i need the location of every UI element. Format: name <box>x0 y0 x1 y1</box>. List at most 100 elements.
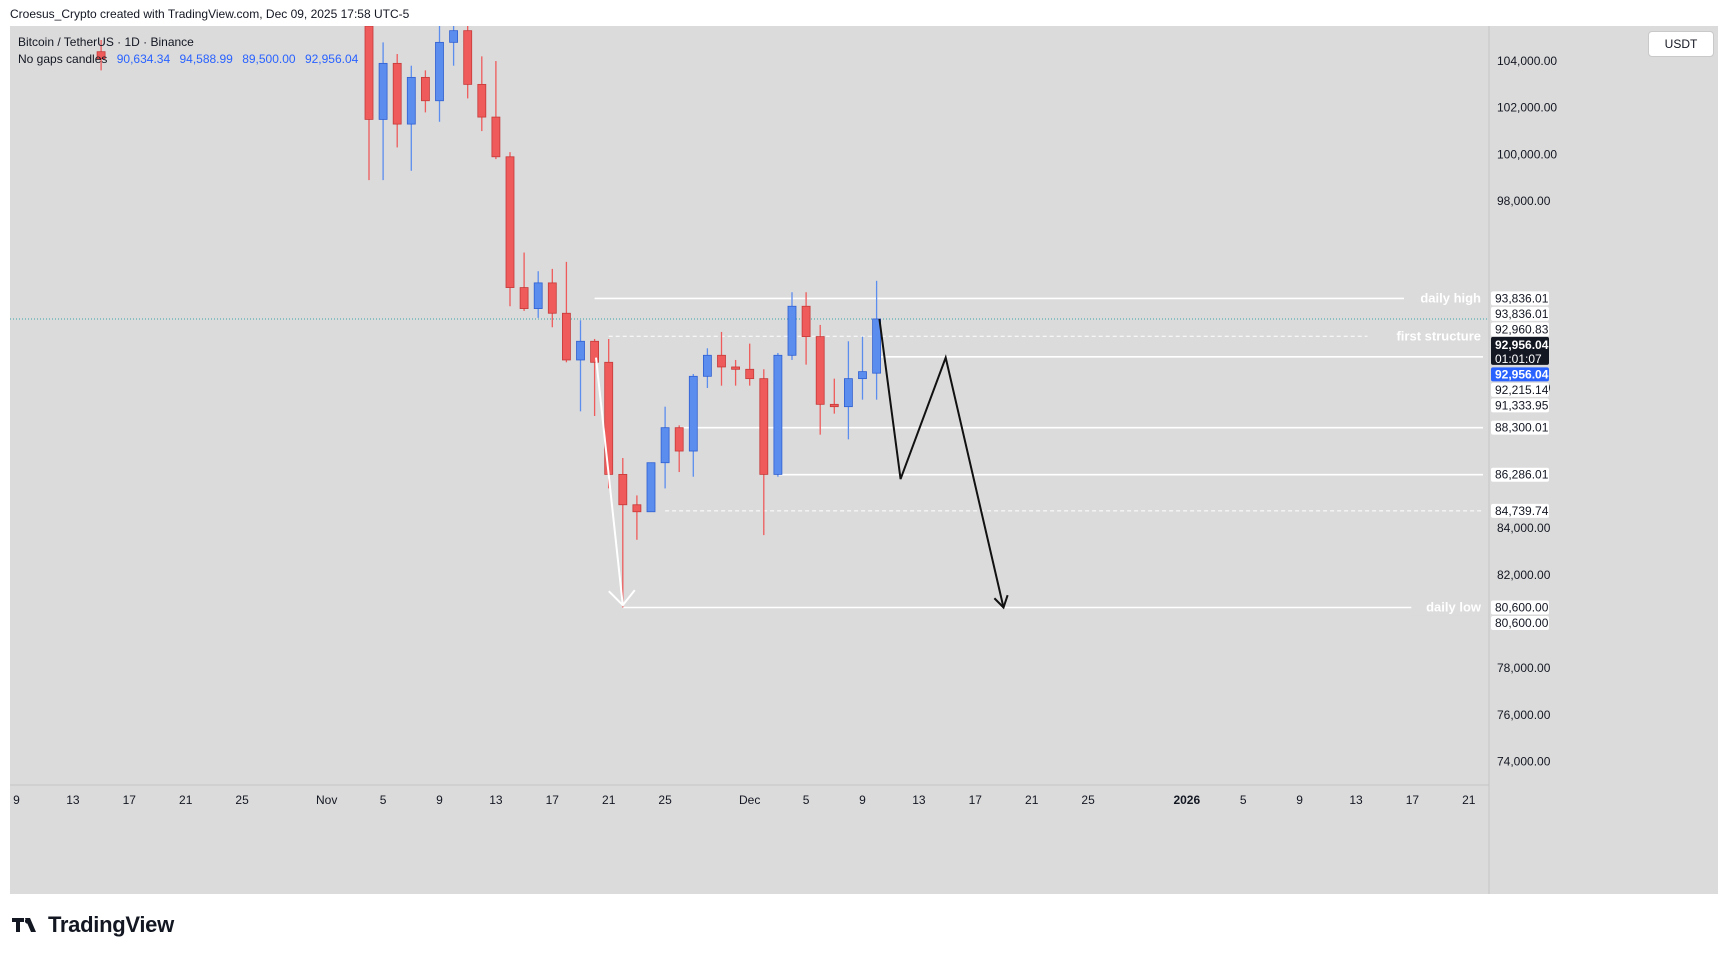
candle[interactable] <box>632 495 642 540</box>
price-tag-bg <box>1491 382 1549 397</box>
x-tick-label: 9 <box>1296 793 1303 807</box>
candle[interactable] <box>815 324 825 435</box>
candle-body <box>435 41 444 102</box>
price-tag-text: 93,836.01 <box>1495 307 1549 321</box>
candle[interactable] <box>364 26 374 181</box>
x-tick-label: 21 <box>1462 793 1476 807</box>
x-tick-label: Dec <box>739 793 760 807</box>
x-tick-label: 21 <box>1025 793 1039 807</box>
candle[interactable] <box>801 292 811 365</box>
candle-body <box>533 282 543 309</box>
tradingview-brand: TradingView <box>48 912 174 937</box>
price-tag-bg <box>1491 322 1549 337</box>
candle[interactable] <box>378 42 388 181</box>
ohlc-high: 94,588.99 <box>179 52 233 66</box>
x-tick-label: 21 <box>602 793 616 807</box>
price-tag-bg <box>1491 336 1549 365</box>
x-tick-label: 9 <box>436 793 443 807</box>
price-tag: 92,956.04 <box>1491 367 1549 382</box>
candle[interactable] <box>533 271 543 318</box>
projection-arrow-head <box>993 594 1009 610</box>
candle-body <box>406 76 416 125</box>
candles-type-label: No gaps candles <box>18 52 108 66</box>
candle[interactable] <box>590 338 599 417</box>
candle[interactable] <box>787 292 797 360</box>
y-tick-label: 78,000.00 <box>1497 661 1551 675</box>
candle[interactable] <box>773 352 783 477</box>
candle[interactable] <box>674 425 684 473</box>
symbol-legend: Bitcoin / TetherUS · 1D · Binance No gap… <box>18 34 358 68</box>
candle[interactable] <box>703 348 712 388</box>
candle[interactable] <box>392 54 402 148</box>
candle[interactable] <box>844 341 853 440</box>
candle[interactable] <box>872 280 881 400</box>
level-label-bg <box>1404 290 1483 307</box>
price-tag: 86,286.01 <box>1491 467 1549 482</box>
candle-body <box>646 462 656 513</box>
y-tick-label: 104,000.00 <box>1497 54 1557 68</box>
candle[interactable] <box>562 261 571 363</box>
x-tick-label: 17 <box>546 793 560 807</box>
x-tick-label: 2026 <box>1173 793 1200 807</box>
currency-selector[interactable]: USDT <box>1648 31 1714 57</box>
price-tag: 84,739.74 <box>1491 503 1549 518</box>
y-tick-label: 76,000.00 <box>1497 708 1551 722</box>
candle-body <box>463 30 473 85</box>
x-tick-label: 9 <box>13 793 20 807</box>
price-chart[interactable]: daily high first structure daily low 9 13 17… <box>10 26 1718 894</box>
projection-path[interactable] <box>878 318 1005 608</box>
candle[interactable] <box>547 268 557 328</box>
candle[interactable] <box>576 320 585 412</box>
candle-body <box>858 371 867 380</box>
level-label: daily high <box>1420 290 1481 305</box>
candle[interactable] <box>519 252 529 311</box>
price-tag-text: 80,600.00 <box>1495 616 1549 630</box>
candle-body <box>449 30 459 43</box>
price-tag: 91,333.95 <box>1491 398 1549 413</box>
candle-body <box>731 366 740 370</box>
candle[interactable] <box>858 336 867 400</box>
candle[interactable] <box>477 56 487 132</box>
candle-body <box>674 427 684 452</box>
drop-arrow-line[interactable] <box>595 357 624 606</box>
tradingview-logo-icon <box>12 918 36 932</box>
x-tick-label: 5 <box>1240 793 1247 807</box>
x-tick-label: 21 <box>179 793 193 807</box>
candle-body <box>773 354 783 475</box>
candle[interactable] <box>406 65 416 171</box>
candle-body <box>420 76 430 102</box>
y-tick-label: 82,000.00 <box>1497 568 1551 582</box>
candle[interactable] <box>449 26 459 66</box>
candle[interactable] <box>660 406 670 489</box>
candle[interactable] <box>96 40 106 71</box>
candle[interactable] <box>646 462 656 513</box>
candle[interactable] <box>505 152 515 307</box>
x-tick-label: 13 <box>489 793 503 807</box>
candle[interactable] <box>618 458 628 608</box>
price-tag-text: 86,286.01 <box>1495 468 1549 482</box>
price-tag-bg <box>1491 420 1549 435</box>
candle[interactable] <box>759 369 769 536</box>
y-tick-label: 98,000.00 <box>1497 194 1551 208</box>
candle-body <box>717 354 726 368</box>
candle[interactable] <box>463 26 473 99</box>
candle-body <box>378 62 388 120</box>
x-tick-label: 13 <box>1349 793 1363 807</box>
candle[interactable] <box>420 70 430 113</box>
x-tick-label: 13 <box>912 793 926 807</box>
candle[interactable] <box>491 61 501 160</box>
x-tick-label: 17 <box>123 793 137 807</box>
chart-area[interactable]: daily high first structure daily low 9 13 17… <box>10 26 1718 894</box>
price-tag-text: 92,960.83 <box>1495 322 1549 336</box>
candle[interactable] <box>731 359 740 386</box>
y-tick-label: 100,000.00 <box>1497 147 1557 161</box>
candle[interactable] <box>688 373 698 477</box>
candle[interactable] <box>829 378 839 414</box>
candle[interactable] <box>435 26 444 122</box>
candle[interactable] <box>745 343 755 386</box>
x-tick-label: 25 <box>1081 793 1095 807</box>
y-tick-label: 102,000.00 <box>1497 101 1557 115</box>
tradingview-logo: TradingView <box>12 912 174 938</box>
candle[interactable] <box>717 331 726 386</box>
price-tag: 80,600.00 <box>1491 600 1549 615</box>
